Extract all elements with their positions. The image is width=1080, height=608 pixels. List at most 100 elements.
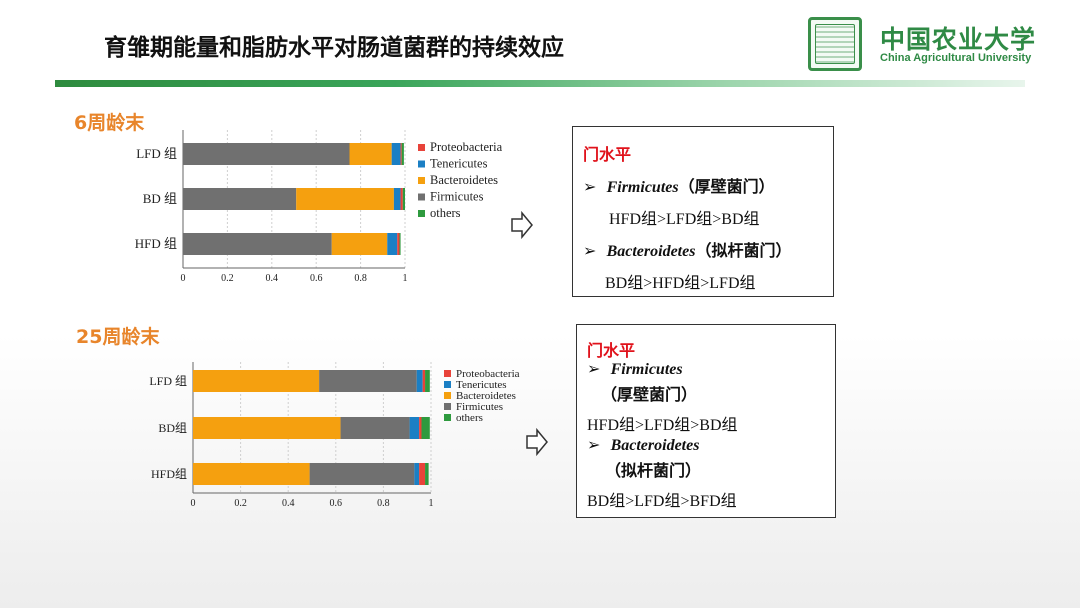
bar-segment-tenericutes: [393, 188, 401, 210]
legend-label: Proteobacteria: [430, 140, 503, 154]
bullet-bacteroidetes: ➢ Bacteroidetes: [587, 435, 699, 455]
x-tick-label: 0: [181, 273, 186, 284]
bar-segment-bacteroidetes: [193, 417, 341, 439]
bar-segment-firmicutes: [340, 417, 410, 439]
legend-swatch: [418, 193, 425, 201]
arrow-right-icon: [526, 427, 548, 457]
x-tick-label: 0.2: [221, 273, 234, 284]
bar-segment-others: [421, 417, 430, 439]
bar-segment-bacteroidetes: [296, 188, 394, 210]
panel-heading: 门水平: [587, 341, 636, 360]
chart-25-weeks: LFD 组 BD组 HFD组 0 0.2 0.4 0.6 0.8 1 Proteobacteria…: [149, 362, 520, 509]
phylum-cn-name: （拟杆菌门）: [695, 241, 792, 260]
bullet-arrow-icon: ➢: [587, 359, 611, 378]
legend-swatch: [418, 177, 425, 184]
category-label: HFD 组: [135, 236, 177, 251]
bar-segment-others: [425, 463, 429, 485]
legend-swatch: [418, 144, 425, 151]
x-tick-label: 1: [429, 498, 434, 509]
legend-label: others: [430, 206, 461, 220]
section1-label: 6周龄末: [74, 112, 145, 134]
legend-label: Firmicutes: [430, 190, 484, 204]
bar-segment-tenericutes: [409, 417, 420, 439]
legend-swatch: [418, 160, 425, 168]
bar-segment-bacteroidetes: [331, 233, 388, 255]
bar-segment-firmicutes: [319, 370, 417, 392]
arrow-right-icon: [511, 210, 533, 240]
bar-segment-tenericutes: [414, 463, 420, 485]
phylum-cn-name: （拟杆菌门）: [605, 461, 702, 480]
bar-segment-proteobacteria: [419, 417, 422, 439]
bullet-firmicutes: ➢ Firmicutes（厚壁菌门）: [583, 173, 775, 197]
bar-segment-tenericutes: [416, 370, 423, 392]
legend-label: Tenericutes: [456, 379, 507, 391]
bar-segment-others: [401, 143, 404, 165]
bacteroidetes-order: BD组>HFD组>LFD组: [605, 275, 756, 292]
bar-segment-firmicutes: [183, 143, 350, 165]
x-tick-label: 0.4: [282, 498, 295, 509]
bar-segment-others: [425, 370, 430, 392]
legend-swatch: [418, 210, 425, 217]
category-label: LFD 组: [149, 374, 187, 388]
category-label: HFD组: [151, 467, 187, 481]
legend-label: Firmicutes: [456, 401, 503, 413]
x-tick-label: 0.8: [354, 273, 367, 284]
x-tick-label: 0.8: [377, 498, 390, 509]
bar-segment-bacteroidetes: [349, 143, 392, 165]
legend-label: others: [456, 412, 483, 424]
phylum-cn-name: （厚壁菌门）: [601, 385, 698, 404]
result-panel-25w: 门水平 ➢ Firmicutes （厚壁菌门） HFD组>LFD组>BD组 ➢ …: [576, 324, 836, 518]
phylum-cn-name: （厚壁菌门）: [678, 177, 775, 196]
bar-segment-firmicutes: [183, 233, 332, 255]
legend-swatch: [444, 414, 451, 421]
bar-segment-others: [399, 233, 401, 255]
bullet-arrow-icon: ➢: [583, 241, 607, 260]
bar-segment-others: [402, 188, 405, 210]
logo-chinese-name: 中国农业大学: [880, 25, 1037, 54]
slide-title: 育雏期能量和脂肪水平对肠道菌群的持续效应: [104, 35, 564, 61]
category-label: BD组: [158, 421, 187, 435]
x-tick-label: 0.4: [266, 273, 279, 284]
firmicutes-order: HFD组>LFD组>BD组: [609, 211, 760, 228]
result-panel-6w: 门水平 ➢ Firmicutes（厚壁菌门） HFD组>LFD组>BD组 ➢ B…: [572, 126, 834, 297]
bar-segment-firmicutes: [309, 463, 415, 485]
x-tick-label: 0.6: [330, 498, 343, 509]
bar-segment-bacteroidetes: [193, 463, 310, 485]
legend-label: Bacteroidetes: [430, 173, 498, 187]
legend-swatch: [444, 381, 451, 388]
logo-english-name: China Agricultural University: [880, 52, 1032, 64]
bullet-arrow-icon: ➢: [583, 177, 607, 196]
bar-segment-proteobacteria: [400, 188, 403, 210]
legend-label: Tenericutes: [430, 157, 488, 171]
legend-label: Bacteroidetes: [456, 390, 516, 402]
legend-swatch: [444, 370, 451, 377]
bar-segment-firmicutes: [183, 188, 297, 210]
x-tick-label: 0.6: [310, 273, 323, 284]
phylum-name: Firmicutes: [606, 179, 679, 196]
legend-label: Proteobacteria: [456, 368, 520, 380]
firmicutes-order: HFD组>LFD组>BD组: [587, 417, 738, 434]
category-label: LFD 组: [136, 146, 177, 161]
bar-segment-proteobacteria: [400, 143, 402, 165]
bar-segment-tenericutes: [387, 233, 398, 255]
x-tick-label: 0.2: [234, 498, 247, 509]
bullet-bacteroidetes: ➢ Bacteroidetes（拟杆菌门）: [583, 237, 791, 261]
bar-segment-proteobacteria: [422, 370, 426, 392]
x-tick-label: 1: [403, 273, 408, 284]
legend-swatch: [444, 403, 451, 410]
legend-swatch: [444, 392, 451, 399]
category-label: BD 组: [143, 191, 177, 206]
bullet-arrow-icon: ➢: [587, 435, 611, 454]
x-tick-label: 0: [191, 498, 196, 509]
chart-6-weeks: LFD 组 BD 组 HFD 组 0 0.2 0.4 0.6 0.8 1 Proteobacter…: [135, 130, 503, 284]
phylum-name: Bacteroidetes: [610, 437, 700, 454]
bar-segment-bacteroidetes: [193, 370, 320, 392]
title-divider-bar: [55, 80, 1025, 87]
phylum-name: Bacteroidetes: [606, 243, 696, 260]
bar-segment-proteobacteria: [397, 233, 400, 255]
bar-segment-tenericutes: [391, 143, 401, 165]
bullet-firmicutes: ➢ Firmicutes: [587, 359, 683, 379]
panel-heading: 门水平: [583, 145, 632, 164]
bacteroidetes-order: BD组>LFD组>BFD组: [587, 493, 737, 510]
section2-label: 25周龄末: [76, 326, 160, 348]
